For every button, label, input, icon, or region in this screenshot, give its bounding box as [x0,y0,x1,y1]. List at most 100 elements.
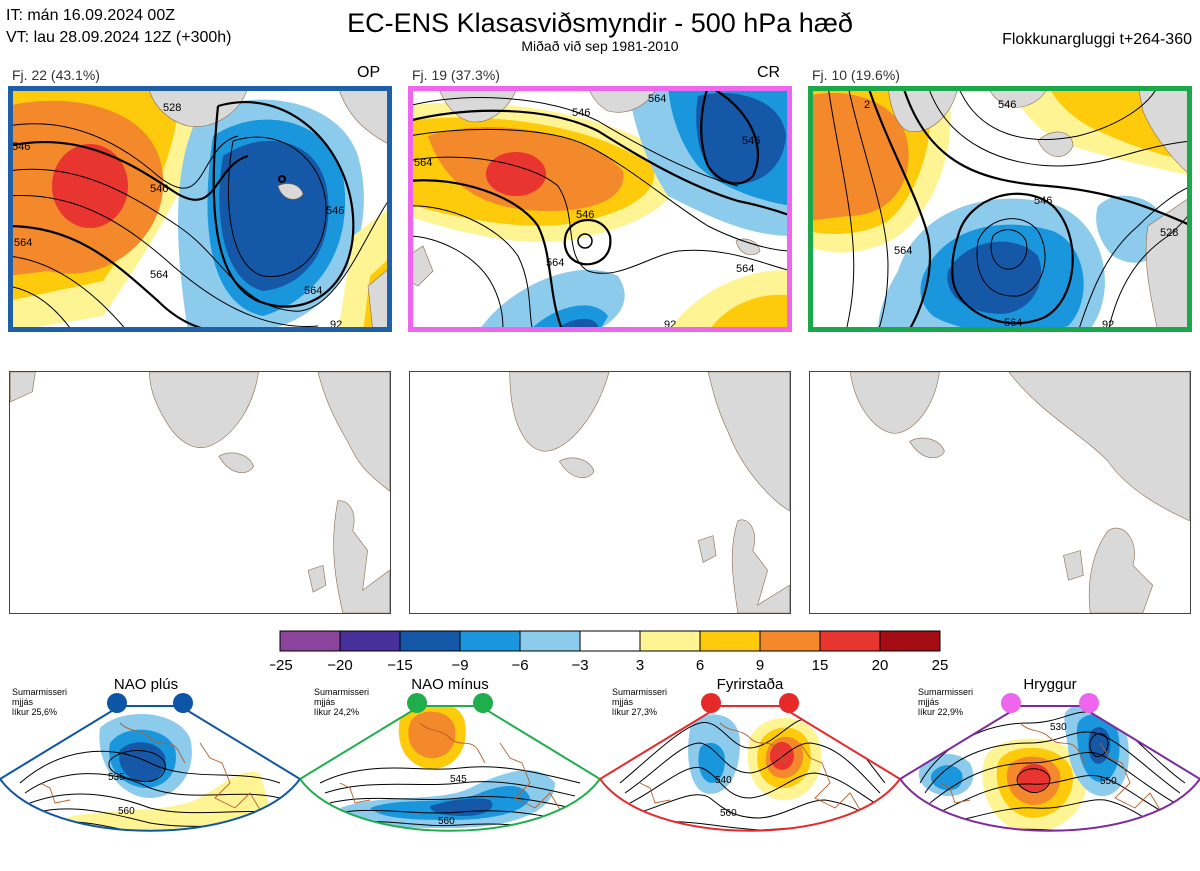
contour-label: 2 [864,99,870,111]
height-contours [827,86,1192,332]
contour-label: 564 [648,93,666,105]
contour-label: 564 [14,237,32,249]
regime-3-name: Fyrirstaða [716,676,784,693]
cluster-1-map: 528 546 546 564 564 546 564 92 [8,86,392,332]
cluster-2-label: Fj. 19 (37.3%) [412,67,500,83]
contour-label: 560 [438,816,455,827]
regime-3-dot-left [701,693,721,713]
colorbar-tick-label: −15 [387,657,412,674]
contour-label: 575 [734,832,751,843]
contour-label: 564 [304,285,322,297]
colorbar-cell [519,630,581,652]
contour-label: 564 [546,257,564,269]
contour-label: 575 [445,850,462,861]
colorbar-cell [279,630,341,652]
colorbar-tick-label: −6 [511,657,528,674]
landmass [408,86,761,287]
page-subtitle: Miðað við sep 1981-2010 [521,38,679,54]
colorbar-tick-label: 25 [932,657,949,674]
anomaly-shading [8,86,392,332]
contour-label: 540 [715,775,732,786]
contour-label: 546 [998,99,1016,111]
height-contours [408,86,792,332]
regime-2-map: 545 560 575 [300,693,600,861]
regime-4-map: 530 550 575 [900,693,1200,849]
regime-2-note: Sumarmisseri mjjás líkur 24,2% [314,687,370,717]
regime-4-dot-right [1079,693,1099,713]
colorbar-tick-label: 20 [872,657,889,674]
cluster-2-frame [408,86,792,332]
regime-4-note: Sumarmisseri mjjás líkur 22,9% [918,687,974,717]
contour-label: 546 [12,141,30,153]
contour-labels: 546 546 564 546 564 564 564 92 [414,93,760,331]
contour-label: 528 [1160,227,1178,239]
colorbar-tick-label: 9 [756,657,764,674]
header-info: IT: mán 16.09.2024 00Z VT: lau 28.09.202… [6,5,232,49]
colorbar-cell [819,630,881,652]
cluster-1-label: Fj. 22 (43.1%) [12,67,100,83]
regime-1-dot-left [107,693,127,713]
contour-label: 546 [576,209,594,221]
landmass [147,86,392,332]
contour-label: 575 [1092,838,1109,849]
contour-label: 546 [1034,195,1052,207]
cluster-3-map: 546 546 564 528 564 92 2 [808,86,1192,332]
contour-label: 564 [1004,317,1022,329]
cluster-2-map: 546 546 564 546 564 564 564 92 [408,86,792,332]
contour-label: 560 [118,806,135,817]
contour-label: 546 [326,205,344,217]
colorbar-cell [699,630,761,652]
contour-label: 564 [894,245,912,257]
contour-label: 530 [1050,722,1067,733]
cluster-2-detail-map [409,371,791,614]
cluster-2-tag: CR [757,64,781,81]
cluster-1-detail-map [9,371,391,614]
cluster-3-detail-map [809,371,1191,614]
contour-labels: 546 546 564 528 564 92 2 [864,99,1178,331]
anomaly-shading [408,86,792,332]
colorbar: −25 −20 −15 −9 −6 −3 3 6 9 15 20 25 [270,630,949,674]
initial-time: IT: mán 16.09.2024 00Z [6,7,175,24]
colorbar-tick-label: −20 [327,657,352,674]
contour-label: 564 [150,269,168,281]
cluster-1-frame [8,86,392,332]
height-contours [8,101,392,332]
colorbar-cell [339,630,401,652]
contour-labels: 528 546 546 564 564 546 564 92 [12,102,344,331]
landmass [887,86,1192,332]
colorbar-cell [579,630,641,652]
regime-2-dot-left [407,693,427,713]
cluster-1-tag: OP [357,64,381,81]
colorbar-cell [879,630,941,652]
regime-1-map: 535 560 [0,693,300,832]
colorbar-tick-label: 15 [812,657,829,674]
regime-1-dot-right [173,693,193,713]
valid-time: VT: lau 28.09.2024 12Z (+300h) [6,29,232,46]
contour-label: 564 [736,263,754,275]
regime-1-note: Sumarmisseri mjjás líkur 25,6% [12,687,68,717]
colorbar-tick-label: 6 [696,657,704,674]
regime-2-name: NAO mínus [411,676,489,693]
contour-label: 564 [414,157,432,169]
contour-label: 528 [163,102,181,114]
colorbar-tick-label: 3 [636,657,644,674]
contour-label: 550 [1100,776,1117,787]
cluster-3-label: Fj. 10 (19.6%) [812,67,900,83]
colorbar-cell [759,630,821,652]
colorbar-cell [459,630,521,652]
colorbar-tick-label: −25 [270,657,293,674]
cluster-window: Flokkunargluggi t+264-360 [1002,31,1192,48]
page-title: EC-ENS Klasasviðsmyndir - 500 hPa hæð [347,8,853,38]
regime-1-name: NAO plús [113,676,179,693]
colorbar-tick-label: −3 [571,657,588,674]
contour-label: 546 [572,107,590,119]
regime-3-note: Sumarmisseri mjjás líkur 27,3% [612,687,668,717]
colorbar-cell [399,630,461,652]
colorbar-cell [639,630,701,652]
contour-label: 535 [108,772,125,783]
regime-4-dot-left [1001,693,1021,713]
contour-label: 546 [742,135,760,147]
contour-label: 560 [720,808,737,819]
regime-3-map: 540 560 575 [600,693,900,843]
regime-3-dot-right [779,693,799,713]
